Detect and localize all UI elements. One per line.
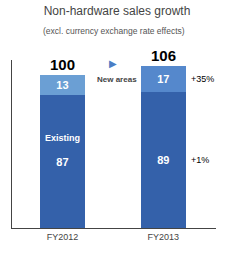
svg-text:Existing: Existing [45, 133, 80, 143]
svg-text:(excl. currency exchange rate: (excl. currency exchange rate effects) [43, 26, 185, 36]
svg-text:FY2013: FY2013 [148, 232, 180, 242]
svg-text:+35%: +35% [191, 74, 214, 84]
svg-text:17: 17 [157, 73, 169, 85]
svg-text:106: 106 [151, 47, 176, 64]
svg-text:87: 87 [56, 156, 68, 168]
svg-text:100: 100 [50, 56, 75, 73]
svg-text:FY2012: FY2012 [47, 232, 79, 242]
svg-text:13: 13 [56, 79, 68, 91]
svg-text:Non-hardware sales growth: Non-hardware sales growth [44, 4, 191, 18]
svg-text:New areas: New areas [97, 75, 137, 84]
svg-text:+1%: +1% [191, 155, 209, 165]
svg-text:89: 89 [157, 154, 169, 166]
svg-text:▶: ▶ [109, 58, 117, 69]
